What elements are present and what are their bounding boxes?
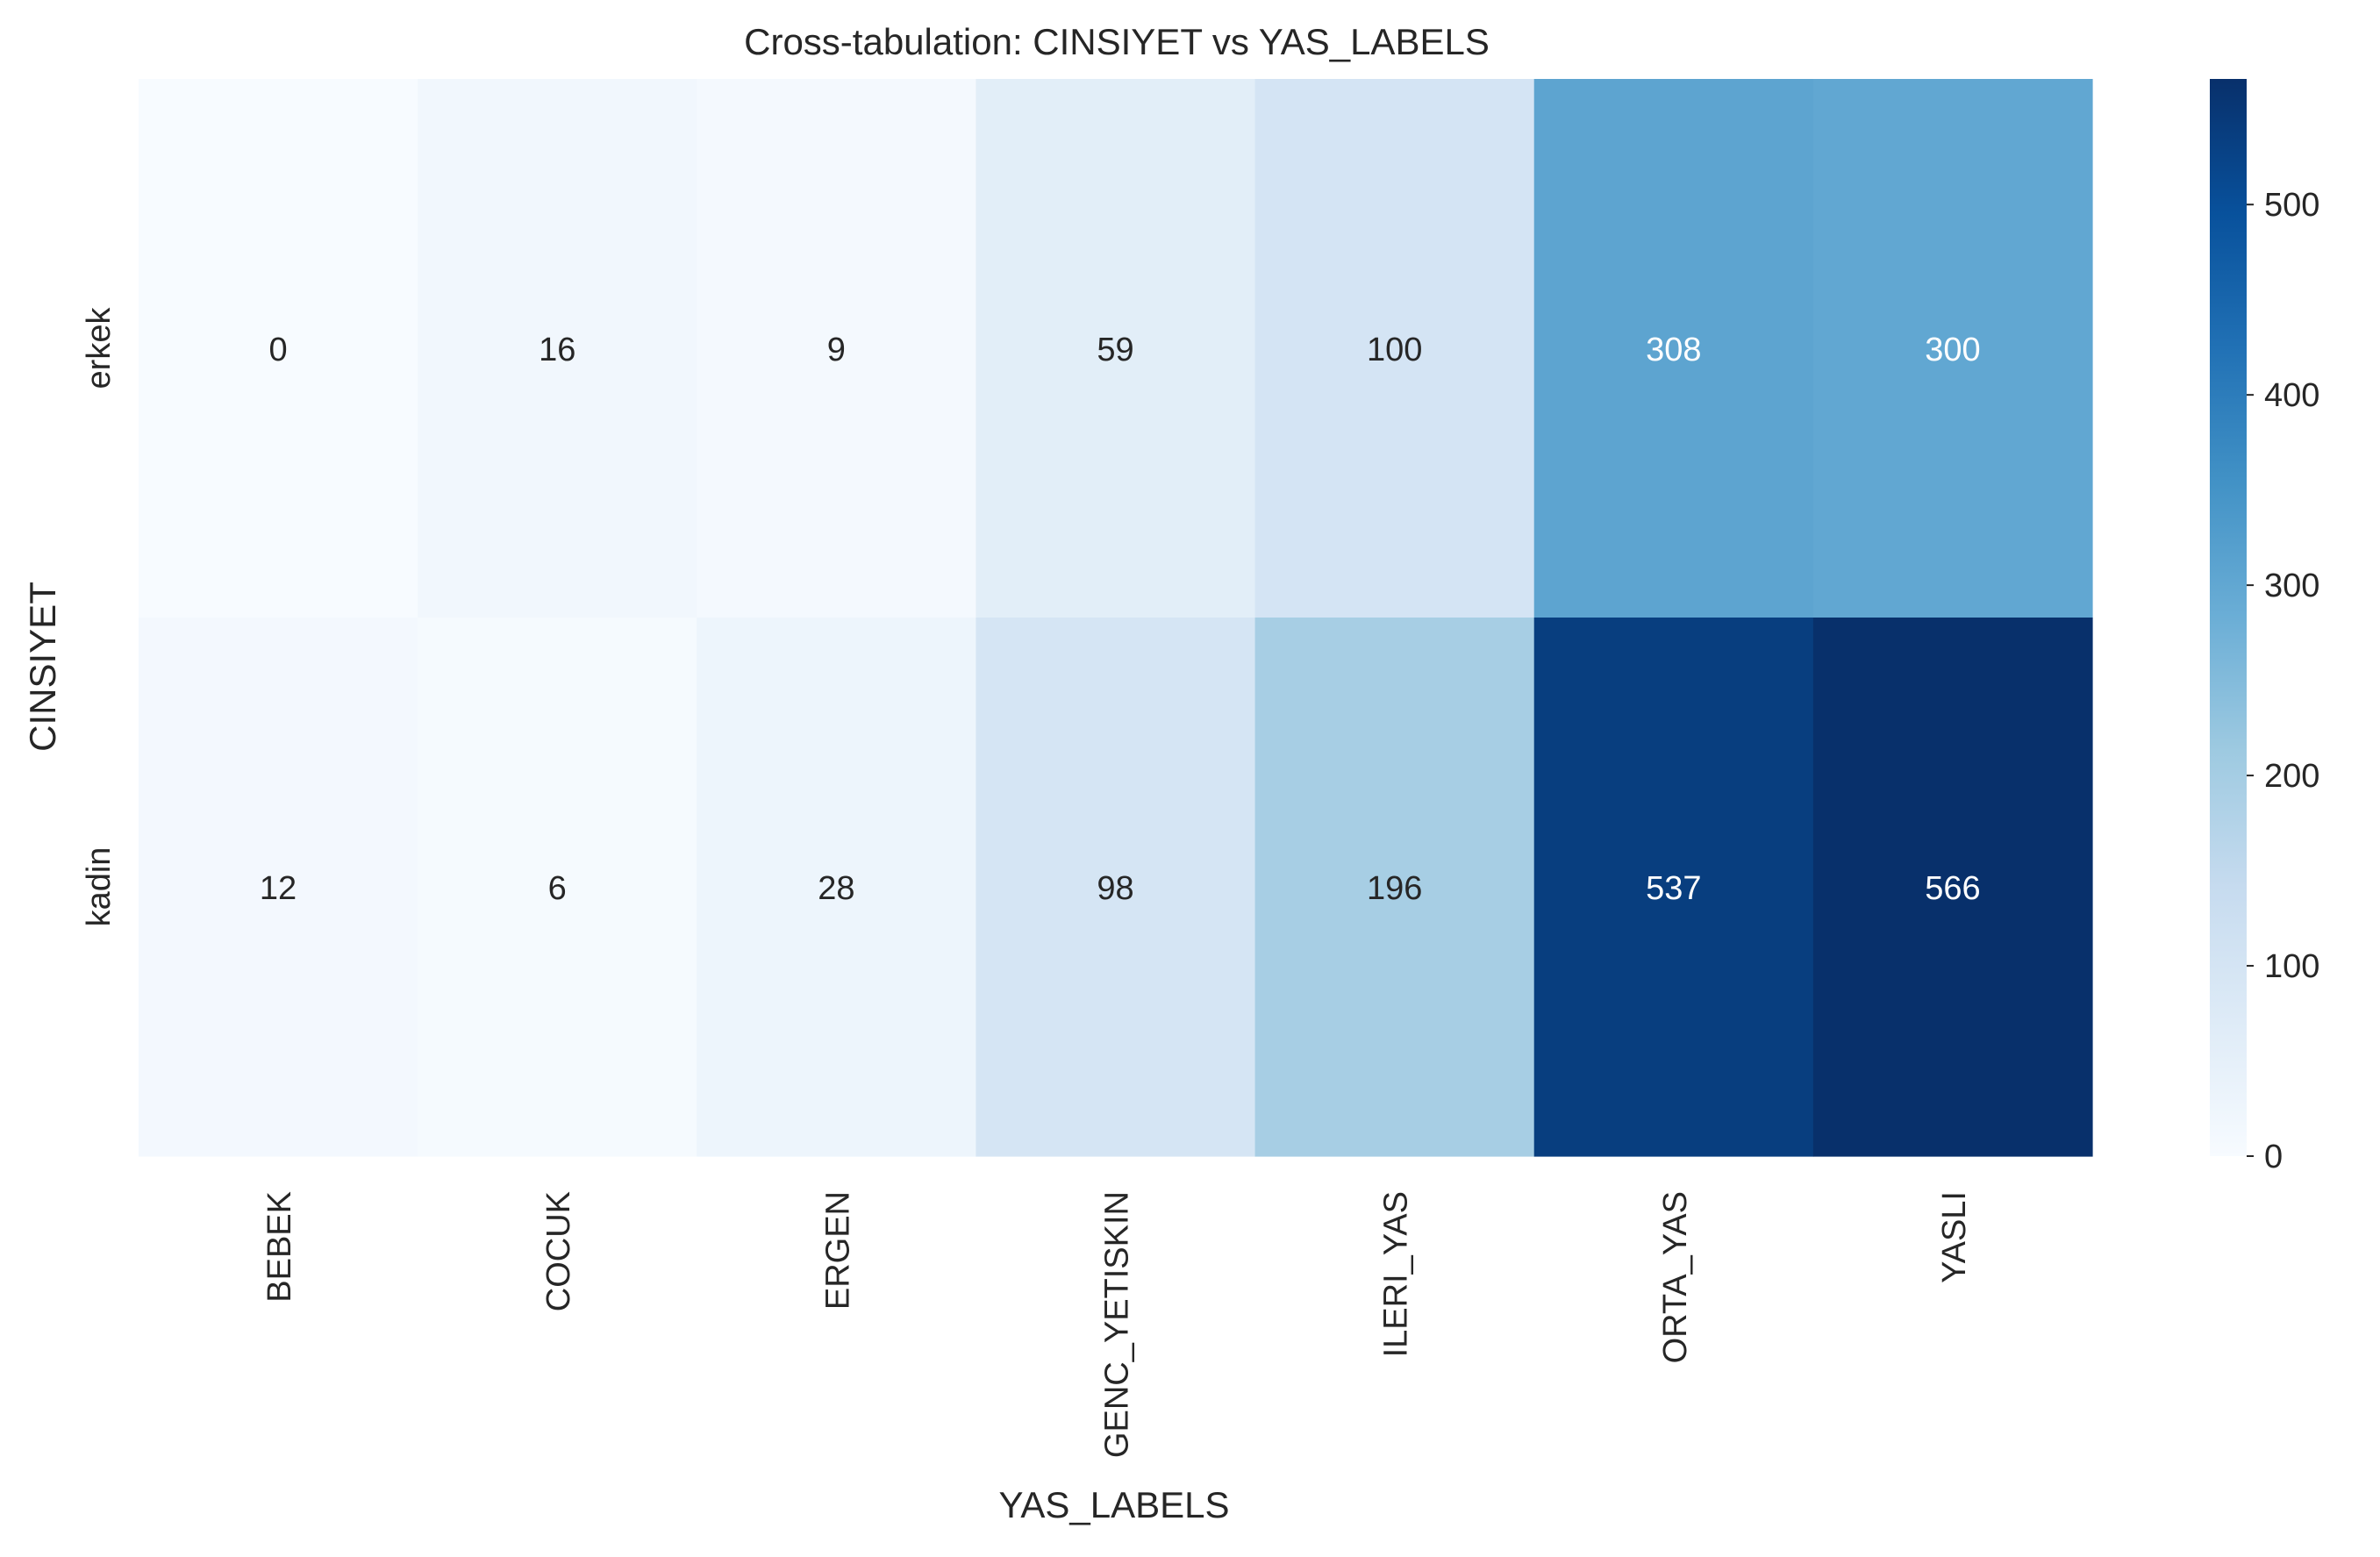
colorbar-tick-label: 500 xyxy=(2264,187,2319,224)
cell-value-label: 28 xyxy=(818,870,854,907)
x-tick-label: ORTA_YAS xyxy=(1657,1191,1694,1363)
x-tick-label: ILERI_YAS xyxy=(1378,1191,1415,1357)
y-axis-label: CINSIYET xyxy=(22,582,63,752)
cell-value-label: 0 xyxy=(269,332,288,368)
x-axis-tick-labels: BEBEK COCUK ERGEN GENC_YETISKIN ILERI_YAS ORT… xyxy=(261,1191,1973,1458)
y-tick-label: erkek xyxy=(81,307,118,389)
x-tick-label: COCUK xyxy=(540,1191,577,1311)
heatmap-cell-erkek-COCUK xyxy=(418,79,697,618)
heatmap-cell-erkek-ILERI_YAS xyxy=(1254,79,1535,618)
colorbar-tick-label: 400 xyxy=(2264,377,2319,414)
colorbar-tick-label: 0 xyxy=(2264,1139,2283,1175)
heatmap-cell-kadin-GENC_YETISKIN xyxy=(976,618,1256,1157)
heatmap-cell-erkek-YASLI xyxy=(1812,79,2093,618)
cell-value-label: 12 xyxy=(260,870,297,907)
heatmap-cell-kadin-COCUK xyxy=(418,618,697,1157)
heatmap-cell-kadin-ILERI_YAS xyxy=(1254,618,1535,1157)
heatmap-cell-erkek-ERGEN xyxy=(697,79,977,618)
chart-title: Cross-tabulation: CINSIYET vs YAS_LABELS xyxy=(744,21,1490,62)
heatmap-cell-kadin-BEBEK xyxy=(139,618,418,1157)
cell-value-label: 196 xyxy=(1367,870,1422,907)
cell-value-label: 537 xyxy=(1646,870,1701,907)
heatmap-cell-erkek-ORTA_YAS xyxy=(1533,79,1814,618)
colorbar-tick-label: 100 xyxy=(2264,948,2319,985)
heatmap-cells xyxy=(139,79,2093,1157)
x-tick-label: BEBEK xyxy=(261,1191,298,1303)
heatmap-cell-kadin-ERGEN xyxy=(697,618,977,1157)
heatmap-cell-kadin-ORTA_YAS xyxy=(1533,618,1814,1157)
cell-value-label: 308 xyxy=(1646,332,1701,368)
cell-value-label: 16 xyxy=(539,332,575,368)
cell-value-label: 9 xyxy=(827,332,846,368)
colorbar-tick-label: 200 xyxy=(2264,758,2319,795)
x-tick-label: GENC_YETISKIN xyxy=(1099,1191,1136,1458)
cell-value-label: 6 xyxy=(548,870,567,907)
cell-value-label: 100 xyxy=(1367,332,1422,368)
colorbar-tick-label: 300 xyxy=(2264,568,2319,604)
heatmap-cell-erkek-BEBEK xyxy=(139,79,418,618)
x-tick-label: ERGEN xyxy=(819,1191,856,1310)
x-axis-label: YAS_LABELS xyxy=(998,1484,1229,1525)
y-axis-tick-labels: erkek kadin xyxy=(81,307,118,927)
cell-value-label: 98 xyxy=(1097,870,1133,907)
heatmap-cell-labels: 0 16 9 59 100 308 300 12 6 28 98 196 537 566 xyxy=(260,332,1981,907)
x-tick-label: YASLI xyxy=(1936,1191,1973,1283)
colorbar xyxy=(2210,79,2247,1156)
cell-value-label: 59 xyxy=(1097,332,1133,368)
colorbar-tick-labels: 0 100 200 300 400 500 xyxy=(2247,187,2319,1175)
heatmap-cell-erkek-GENC_YETISKIN xyxy=(976,79,1256,618)
cell-value-label: 566 xyxy=(1925,870,1980,907)
y-tick-label: kadin xyxy=(81,847,118,927)
heatmap-cell-kadin-YASLI xyxy=(1812,618,2093,1157)
cell-value-label: 300 xyxy=(1925,332,1980,368)
